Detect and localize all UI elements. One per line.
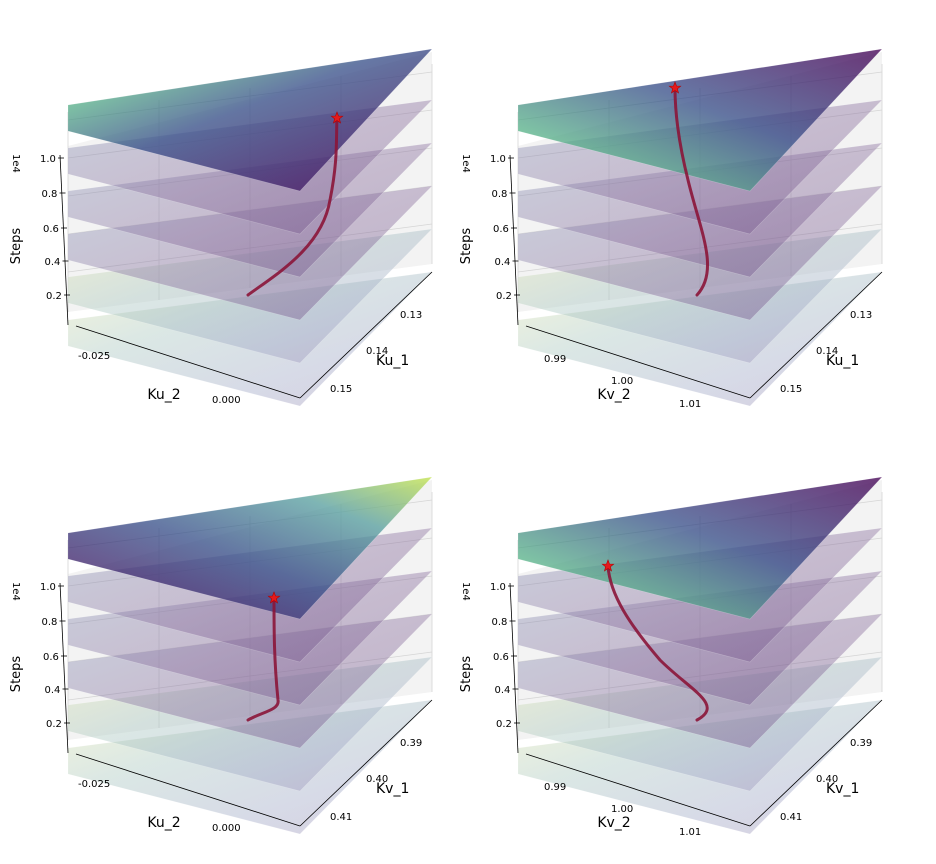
y-axis	[749, 271, 883, 399]
z-axis-label: Steps	[9, 656, 24, 693]
x-tick-label: 0.000	[212, 395, 241, 406]
z-tick-label: 1.0	[490, 154, 506, 165]
y-tick-label: 0.41	[780, 812, 802, 823]
z-tick-label: 0.2	[46, 291, 62, 302]
y-tick-label: 0.14	[366, 346, 388, 357]
subplot-3: 0.2 0.4 0.6 0.8 1.0 1e4 Steps -0.025 0.000 Ku_2 0.…	[9, 476, 433, 835]
end-marker-star	[330, 111, 344, 124]
z-tick-label: 0.4	[45, 685, 61, 696]
subplot-2: 0.2 0.4 0.6 0.8 1.0 1e4 Steps 0.99 1.00 1.01 Kv_2 0…	[459, 48, 883, 410]
z-axis-label: Steps	[459, 228, 474, 265]
x-tick-label: 0.99	[544, 354, 566, 365]
end-marker-star	[601, 559, 615, 572]
x-tick-label: 1.00	[611, 376, 633, 387]
y-tick-label: 0.40	[816, 774, 838, 785]
z-tick-label: 1.0	[40, 154, 56, 165]
z-tick-label: 0.6	[493, 224, 509, 235]
subplot-1: 0.2 0.4 0.6 0.8 1.0 1e4 Steps -0.025 0.000 Ku_2 0.…	[9, 48, 433, 407]
trajectory-line	[606, 564, 709, 722]
y-axis-label: Ku_1	[826, 353, 859, 369]
x-axis	[525, 325, 751, 399]
z-tick-label: 0.2	[496, 291, 512, 302]
x-axis-label: Ku_2	[147, 387, 180, 403]
surface-layer	[517, 48, 883, 192]
surface-layer	[517, 476, 883, 620]
z-tick-label: 0.8	[492, 189, 508, 200]
z-axis	[509, 582, 519, 754]
y-axis-label: Kv_1	[826, 781, 859, 797]
z-tick-label: 0.6	[493, 652, 509, 663]
y-axis-label: Ku_1	[376, 353, 409, 369]
x-tick-label: 0.99	[544, 782, 566, 793]
y-tick-label: 0.39	[400, 738, 422, 749]
x-axis	[525, 753, 751, 827]
z-axis	[59, 154, 69, 326]
x-axis-label: Ku_2	[147, 815, 180, 831]
z-tick-label: 0.2	[496, 719, 512, 730]
x-axis	[75, 325, 301, 399]
z-tick-label: 0.4	[495, 257, 511, 268]
z-scale-label: 1e4	[10, 582, 21, 601]
z-axis	[509, 154, 519, 326]
x-tick-label: -0.025	[78, 351, 110, 362]
z-tick-label: 0.8	[42, 189, 58, 200]
z-axis	[59, 582, 69, 754]
y-tick-label: 0.15	[780, 384, 802, 395]
y-tick-label: 0.15	[330, 384, 352, 395]
z-tick-label: 0.6	[43, 652, 59, 663]
z-scale-label: 1e4	[460, 582, 471, 601]
y-tick-label: 0.41	[330, 812, 352, 823]
z-tick-label: 1.0	[490, 582, 506, 593]
x-tick-label: -0.025	[78, 779, 110, 790]
y-tick-label: 0.39	[850, 738, 872, 749]
trajectory-line	[246, 116, 339, 297]
z-tick-label: 1.0	[40, 582, 56, 593]
x-axis-label: Kv_2	[597, 815, 630, 831]
z-tick-label: 0.8	[492, 617, 508, 628]
z-tick-label: 0.4	[45, 257, 61, 268]
x-tick-label: 1.01	[679, 399, 701, 410]
x-tick-label: 1.01	[679, 827, 701, 838]
z-axis-label: Steps	[9, 228, 24, 265]
y-axis	[749, 699, 883, 827]
x-axis	[75, 753, 301, 827]
z-tick-label: 0.8	[42, 617, 58, 628]
end-marker-star	[267, 591, 281, 604]
surface-layer	[67, 476, 433, 620]
subplot-4: 0.2 0.4 0.6 0.8 1.0 1e4 Steps 0.99 1.00 1.01 Kv_2 0…	[459, 476, 883, 838]
y-tick-label: 0.14	[816, 346, 838, 357]
z-tick-label: 0.6	[43, 224, 59, 235]
y-axis	[299, 271, 433, 399]
z-scale-label: 1e4	[460, 154, 471, 173]
y-tick-label: 0.13	[400, 310, 422, 321]
x-tick-label: 0.000	[212, 823, 241, 834]
x-tick-label: 1.00	[611, 804, 633, 815]
end-marker-star	[668, 81, 682, 94]
y-tick-label: 0.13	[850, 310, 872, 321]
z-tick-label: 0.4	[495, 685, 511, 696]
z-scale-label: 1e4	[10, 154, 21, 173]
y-axis-label: Kv_1	[376, 781, 409, 797]
z-tick-label: 0.2	[46, 719, 62, 730]
trajectory-line	[673, 86, 710, 297]
z-axis-label: Steps	[459, 656, 474, 693]
trajectory-line	[246, 596, 280, 722]
y-axis	[299, 699, 433, 827]
y-tick-label: 0.40	[366, 774, 388, 785]
x-axis-label: Kv_2	[597, 387, 630, 403]
surface-layer	[67, 48, 433, 192]
